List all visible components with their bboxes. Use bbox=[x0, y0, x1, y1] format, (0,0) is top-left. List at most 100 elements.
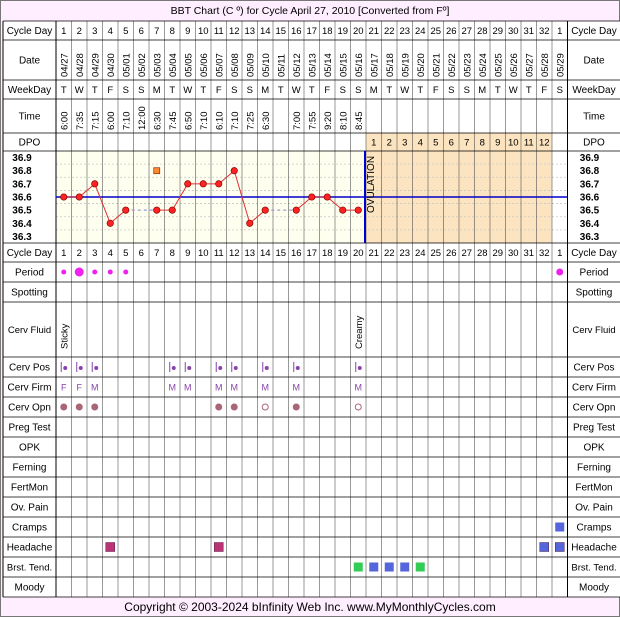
row-label-right: Cycle Day bbox=[571, 26, 617, 37]
time-label: 8:10 bbox=[338, 112, 349, 131]
row-label-left: Cycle Day bbox=[7, 248, 53, 259]
cramps-square bbox=[555, 522, 565, 532]
row-label-left: OPK bbox=[19, 443, 40, 454]
row-label-left: Preg Test bbox=[8, 423, 50, 434]
temp-axis-label-left: 36.6 bbox=[12, 193, 32, 204]
cycle-day-number: 28 bbox=[477, 248, 488, 259]
date-label: 05/07 bbox=[214, 53, 225, 77]
cycle-day-number: 25 bbox=[430, 248, 441, 259]
cerv-pos-dot bbox=[218, 366, 223, 370]
temp-point bbox=[246, 219, 254, 227]
temp-point bbox=[323, 193, 331, 201]
row-label-right: Ferning bbox=[577, 463, 611, 474]
row-label-right: Time bbox=[583, 112, 605, 123]
temp-axis-label-right: 36.3 bbox=[580, 232, 600, 243]
row-label-left: Cerv Firm bbox=[8, 383, 52, 394]
cycle-day-number: 18 bbox=[322, 248, 333, 259]
cycle-day-number: 15 bbox=[275, 248, 286, 259]
cycle-day-number: 23 bbox=[399, 26, 410, 37]
weekday-label: T bbox=[526, 85, 532, 96]
row-label-left: WeekDay bbox=[8, 85, 51, 96]
dpo-number: 7 bbox=[464, 138, 469, 149]
temp-point bbox=[75, 193, 83, 201]
time-label: 6:00 bbox=[106, 112, 117, 131]
cerv-pos-dot bbox=[94, 366, 99, 370]
grid-background bbox=[56, 21, 568, 597]
discarded-temp-point bbox=[153, 167, 161, 175]
cerv-closed-dot bbox=[75, 403, 83, 411]
temp-axis-label-left: 36.8 bbox=[12, 166, 32, 177]
breast-tenderness-square bbox=[415, 562, 425, 572]
temp-line-segment bbox=[94, 183, 111, 224]
copyright-text: Copyright © 2003-2024 bInfinity Web Inc.… bbox=[124, 600, 495, 614]
cycle-day-number: 20 bbox=[353, 248, 364, 259]
weekday-label: W bbox=[75, 85, 84, 96]
date-label: 05/01 bbox=[121, 53, 132, 77]
temp-point bbox=[199, 180, 207, 188]
cycle-day-number: 2 bbox=[77, 248, 82, 259]
cycle-day-number: 26 bbox=[446, 26, 457, 37]
weekday-label: W bbox=[400, 85, 409, 96]
date-label: 05/18 bbox=[385, 53, 396, 77]
weekday-label: F bbox=[324, 85, 330, 96]
cycle-day-number: 3 bbox=[92, 248, 97, 259]
temp-axis-label-right: 36.5 bbox=[580, 206, 600, 217]
weekday-label: F bbox=[216, 85, 222, 96]
cerv-firm-letter: M bbox=[262, 383, 270, 393]
breast-tenderness-square bbox=[400, 562, 410, 572]
cycle-day-number: 9 bbox=[185, 26, 190, 37]
temp-line-segment bbox=[233, 170, 251, 224]
cycle-day-number: 23 bbox=[399, 248, 410, 259]
cycle-day-number: 9 bbox=[185, 248, 190, 259]
breast-tenderness-square bbox=[353, 562, 363, 572]
row-label-left: Moody bbox=[14, 583, 44, 594]
cerv-pos-dot bbox=[264, 366, 269, 370]
left-label-column bbox=[3, 21, 56, 597]
time-label: 9:20 bbox=[323, 112, 334, 131]
row-label-left: Brst. Tend. bbox=[7, 563, 52, 574]
dpo-number: 11 bbox=[524, 138, 534, 149]
date-label: 04/30 bbox=[106, 53, 117, 77]
date-label: 05/17 bbox=[369, 53, 380, 77]
weekday-label: S bbox=[448, 85, 454, 96]
time-label: 6:30 bbox=[261, 112, 272, 131]
time-label: 7:55 bbox=[307, 112, 318, 131]
temp-point bbox=[168, 206, 176, 214]
row-label-right: Ov. Pain bbox=[575, 503, 613, 514]
cerv-closed-dot bbox=[292, 403, 300, 411]
weekday-label: S bbox=[231, 85, 237, 96]
date-label: 05/03 bbox=[152, 53, 163, 77]
cycle-day-number: 5 bbox=[123, 26, 128, 37]
cycle-day-number: 16 bbox=[291, 26, 302, 37]
cycle-day-number: 10 bbox=[198, 248, 209, 259]
cycle-day-number: 4 bbox=[108, 248, 113, 259]
cycle-day-number: 17 bbox=[306, 26, 317, 37]
weekday-label: S bbox=[557, 85, 563, 96]
row-label-left: DPO bbox=[19, 138, 41, 149]
weekday-label: T bbox=[200, 85, 206, 96]
weekday-label: S bbox=[464, 85, 470, 96]
time-label: 6:10 bbox=[214, 112, 225, 131]
weekday-label: M bbox=[261, 85, 269, 96]
cerv-pos-dot bbox=[187, 366, 192, 370]
temp-axis-label-right: 36.4 bbox=[580, 219, 600, 230]
cycle-day-number: 19 bbox=[337, 26, 348, 37]
temp-axis-label-left: 36.9 bbox=[12, 153, 32, 164]
cycle-day-number: 7 bbox=[154, 26, 159, 37]
temp-axis-label-right: 36.8 bbox=[580, 166, 600, 177]
time-label: 6:00 bbox=[59, 112, 70, 131]
cerv-open-circle bbox=[261, 403, 269, 411]
cycle-day-number: 24 bbox=[415, 26, 426, 37]
cerv-pos-dot bbox=[171, 366, 176, 370]
date-label: 05/15 bbox=[338, 53, 349, 77]
temp-point bbox=[215, 180, 223, 188]
temp-axis-label-right: 36.6 bbox=[580, 193, 600, 204]
row-label-right: Cerv Opn bbox=[573, 403, 616, 414]
cycle-day-number: 1 bbox=[557, 26, 562, 37]
cerv-firm-letter: M bbox=[293, 383, 301, 393]
cerv-pos-dot bbox=[63, 366, 68, 370]
cerv-firm-letter: M bbox=[231, 383, 239, 393]
breast-tenderness-square bbox=[384, 562, 394, 572]
temp-axis-label-left: 36.7 bbox=[12, 179, 32, 190]
date-label: 05/27 bbox=[524, 53, 535, 77]
